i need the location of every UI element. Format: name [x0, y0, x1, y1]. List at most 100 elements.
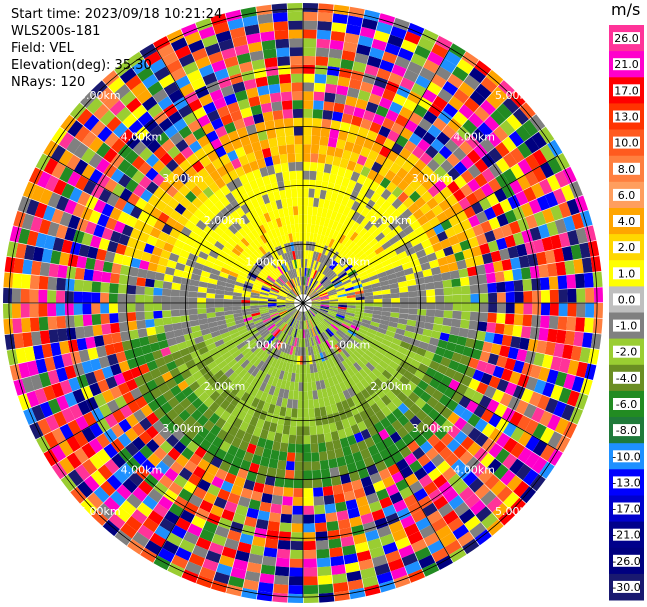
velocity-gate [425, 447, 439, 461]
velocity-gate [558, 303, 568, 317]
colorbar-tick-bg [613, 162, 640, 175]
velocity-gate [141, 371, 154, 384]
velocity-gate [311, 381, 317, 391]
velocity-gate [69, 404, 83, 420]
velocity-gate [564, 330, 575, 346]
velocity-gate [220, 480, 234, 493]
velocity-gate [354, 287, 364, 292]
velocity-gate [482, 252, 493, 265]
velocity-gate [78, 349, 90, 363]
velocity-gate [314, 335, 319, 345]
velocity-gate [307, 346, 312, 356]
velocity-gate [273, 583, 289, 594]
velocity-gate [224, 368, 235, 378]
velocity-gate [325, 359, 332, 369]
velocity-gate [396, 391, 408, 403]
velocity-gate [109, 385, 123, 400]
velocity-gate [541, 208, 555, 224]
velocity-gate [562, 344, 574, 360]
velocity-gate [277, 306, 286, 310]
velocity-gate [328, 293, 338, 298]
velocity-gate [330, 335, 339, 345]
velocity-gate [403, 397, 415, 409]
velocity-gate [382, 88, 396, 102]
velocity-gate [197, 479, 211, 492]
velocity-gate [350, 275, 360, 282]
velocity-gate [314, 282, 321, 290]
velocity-gate [273, 190, 281, 201]
velocity-gate [327, 377, 335, 387]
velocity-gate [457, 531, 475, 547]
velocity-gate [335, 222, 343, 233]
velocity-gate [456, 336, 467, 347]
velocity-gate [461, 51, 479, 68]
velocity-gate [487, 353, 499, 366]
velocity-gate [547, 328, 558, 343]
velocity-gate [335, 267, 345, 276]
velocity-gate [348, 272, 358, 279]
velocity-gate [243, 78, 257, 90]
velocity-gate [232, 81, 246, 94]
velocity-gate [332, 279, 342, 286]
velocity-gate [342, 544, 357, 556]
velocity-gate [351, 115, 363, 127]
velocity-gate [558, 289, 568, 303]
velocity-gate [357, 126, 369, 139]
velocity-gate [139, 336, 150, 347]
velocity-gate [453, 480, 469, 495]
velocity-gate [243, 284, 253, 290]
velocity-gate [307, 214, 312, 224]
velocity-gate [355, 214, 366, 225]
velocity-gate [463, 74, 481, 91]
velocity-gate [100, 292, 110, 303]
velocity-gate [208, 542, 224, 555]
velocity-gate [381, 258, 392, 267]
velocity-gate [152, 349, 163, 360]
velocity-gate [166, 259, 177, 269]
velocity-gate [219, 399, 231, 411]
velocity-gate [289, 279, 295, 288]
velocity-gate [380, 394, 392, 406]
velocity-gate [359, 240, 369, 250]
velocity-gate [288, 162, 296, 172]
velocity-gate [296, 286, 301, 295]
velocity-gate [199, 323, 210, 331]
velocity-gate [312, 317, 319, 326]
velocity-gate [336, 289, 346, 294]
velocity-gate [340, 274, 349, 281]
velocity-gate [376, 488, 390, 501]
velocity-gate [286, 224, 292, 234]
velocity-gate [261, 493, 273, 504]
velocity-gate [316, 325, 323, 334]
velocity-gate [337, 308, 347, 313]
velocity-gate [376, 68, 392, 81]
velocity-gate [480, 452, 495, 468]
velocity-gate [254, 379, 263, 390]
velocity-gate [346, 397, 356, 408]
velocity-gate [198, 26, 216, 40]
velocity-gate [262, 111, 274, 122]
velocity-gate [356, 267, 366, 275]
velocity-gate [523, 291, 533, 303]
velocity-gate [548, 276, 559, 290]
velocity-gate [67, 120, 84, 137]
velocity-gate [338, 304, 348, 308]
velocity-gate [356, 391, 366, 403]
velocity-gate [316, 362, 322, 372]
velocity-gate [147, 262, 158, 272]
velocity-gate [289, 47, 303, 57]
velocity-gate [360, 256, 370, 265]
velocity-gate [259, 291, 269, 296]
velocity-gate [224, 286, 234, 292]
velocity-gate [434, 288, 444, 296]
velocity-gate [104, 413, 118, 428]
velocity-gate [447, 411, 460, 425]
velocity-gate [236, 52, 252, 65]
velocity-gate [320, 297, 330, 301]
velocity-gate [326, 386, 333, 397]
velocity-gate [311, 215, 317, 225]
velocity-gate [328, 48, 343, 59]
velocity-gate [199, 566, 216, 580]
velocity-gate [256, 360, 265, 370]
velocity-gate [144, 473, 159, 489]
